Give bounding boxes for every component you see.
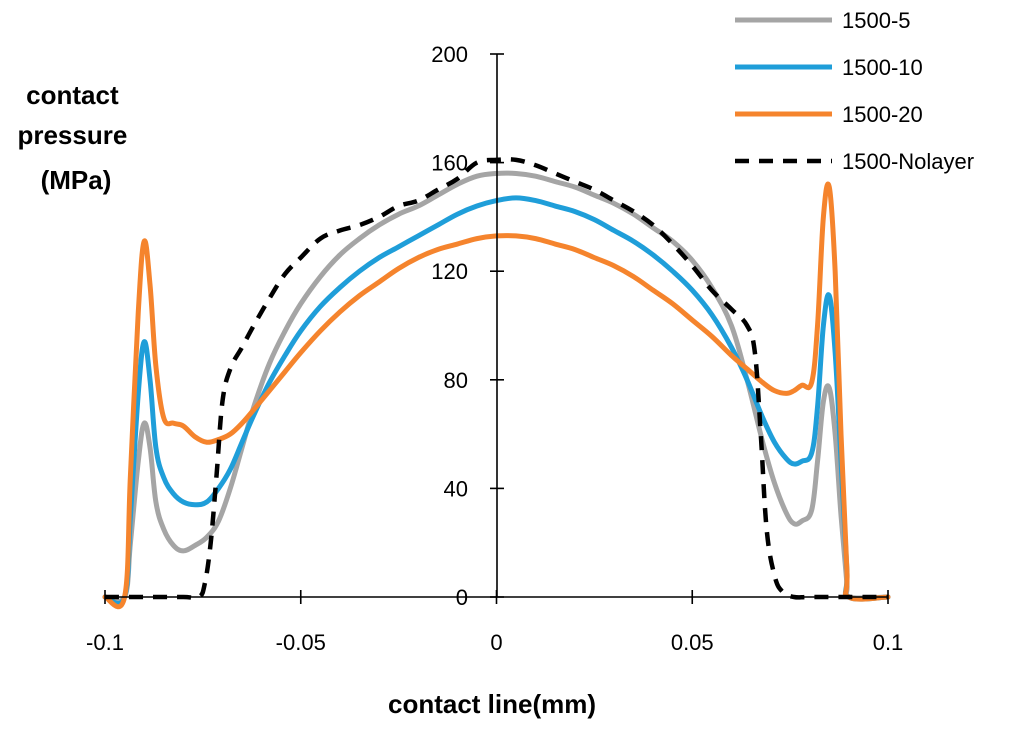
y-axis-title-line: (MPa)	[41, 165, 112, 195]
y-axis-title: contact pressure (MPa)	[17, 80, 134, 195]
x-tick-label: 0.1	[873, 630, 904, 655]
y-tick-label: 120	[431, 259, 468, 284]
series-line-1500-10	[102, 195, 891, 606]
series-line-1500-5	[102, 170, 891, 604]
x-tick-label: -0.1	[86, 630, 124, 655]
legend-label: 1500-5	[842, 8, 911, 33]
series-lines	[102, 157, 891, 610]
y-axis-title-line: pressure	[17, 120, 127, 150]
y-ticks: 0 40 80 120 160 200	[431, 42, 504, 610]
x-tick-label: 0	[490, 630, 502, 655]
legend: 1500-5 1500-10 1500-20 1500-Nolayer	[735, 8, 974, 174]
y-axis-title-line: contact	[26, 80, 119, 110]
x-tick-label: -0.05	[276, 630, 326, 655]
legend-label: 1500-20	[842, 102, 923, 127]
axes: -0.1 -0.05 0 0.05 0.1 0 40 80 120 160 200	[86, 42, 903, 655]
y-tick-label: 0	[456, 585, 468, 610]
x-axis-title: contact line(mm)	[388, 689, 596, 719]
y-tick-label: 200	[431, 42, 468, 67]
series-line-1500-20	[102, 181, 891, 610]
y-tick-label: 80	[444, 368, 468, 393]
series-line-1500-nolayer	[104, 157, 888, 601]
legend-label: 1500-Nolayer	[842, 149, 974, 174]
legend-label: 1500-10	[842, 55, 923, 80]
y-tick-label: 40	[444, 476, 468, 501]
y-tick-label: 160	[431, 151, 468, 176]
x-ticks: -0.1 -0.05 0 0.05 0.1	[86, 590, 903, 655]
x-tick-label: 0.05	[671, 630, 714, 655]
